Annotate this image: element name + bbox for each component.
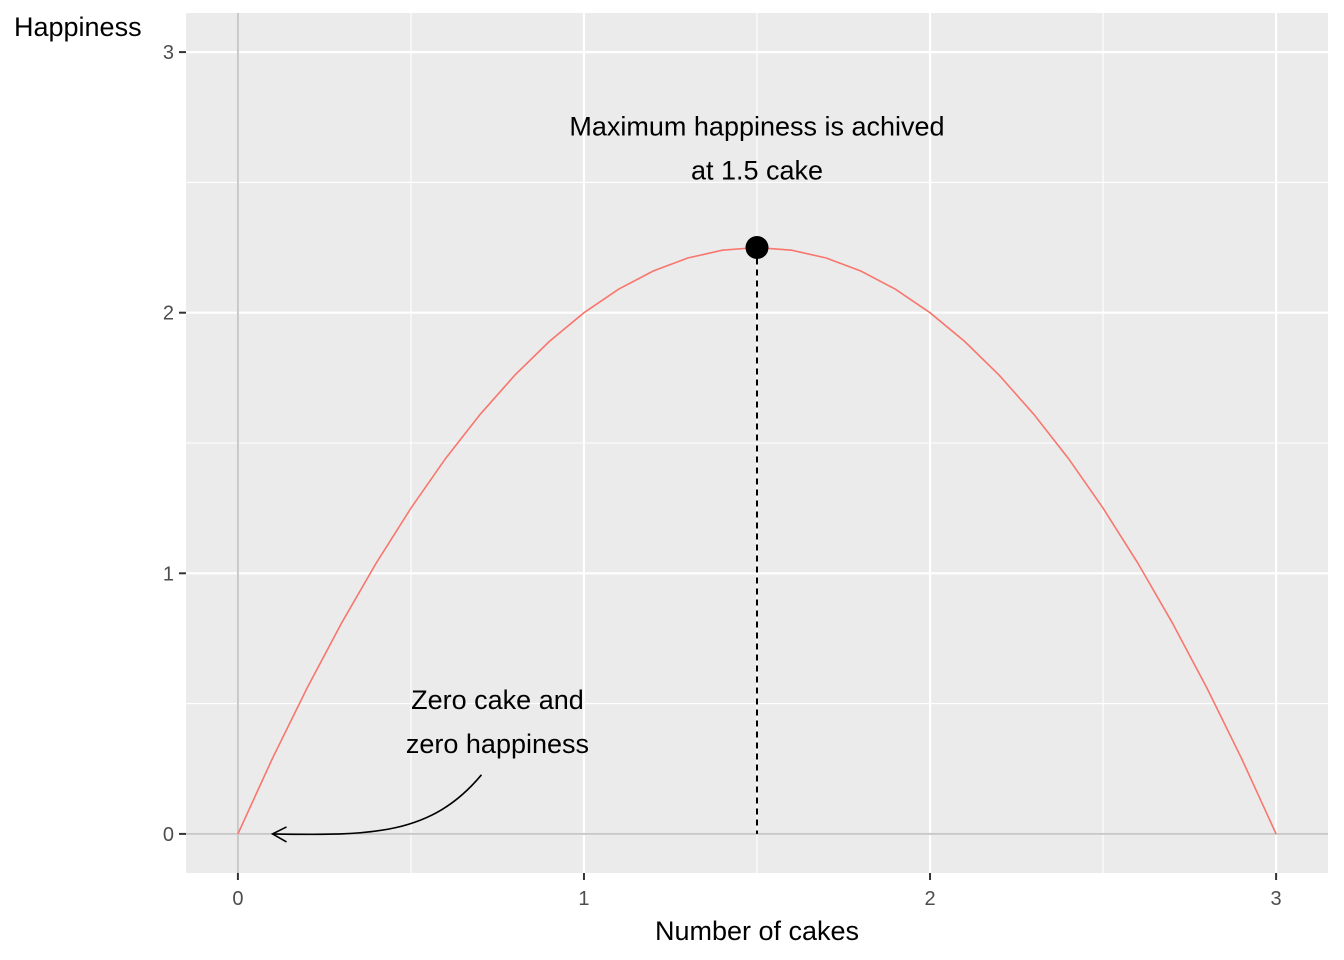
y-axis-title: Happiness bbox=[14, 12, 142, 42]
x-tick-label: 1 bbox=[578, 888, 589, 910]
y-tick-label: 1 bbox=[163, 563, 174, 585]
y-tick-label: 3 bbox=[163, 42, 174, 64]
zero-annotation-line: zero happiness bbox=[406, 729, 589, 759]
annotation-arrowhead bbox=[270, 826, 287, 843]
annotation-arrow bbox=[272, 774, 483, 836]
zero-annotation-line: Zero cake and bbox=[411, 685, 584, 715]
x-tick-label: 2 bbox=[924, 888, 935, 910]
series-layer bbox=[237, 236, 1277, 835]
y-tick-label: 0 bbox=[163, 824, 174, 846]
x-tick-label: 0 bbox=[232, 888, 243, 910]
max-annotation-line: at 1.5 cake bbox=[691, 155, 823, 185]
annotations: Maximum happiness is achived at 1.5 cake Z… bbox=[270, 111, 945, 843]
axis-ticks: 0 1 2 3 0 1 2 3 bbox=[163, 42, 1282, 910]
x-axis-title: Number of cakes bbox=[655, 916, 859, 946]
y-tick-label: 2 bbox=[163, 303, 174, 325]
max-annotation-line: Maximum happiness is achived bbox=[569, 111, 944, 141]
max-point bbox=[745, 236, 769, 260]
x-tick-label: 3 bbox=[1271, 888, 1282, 910]
